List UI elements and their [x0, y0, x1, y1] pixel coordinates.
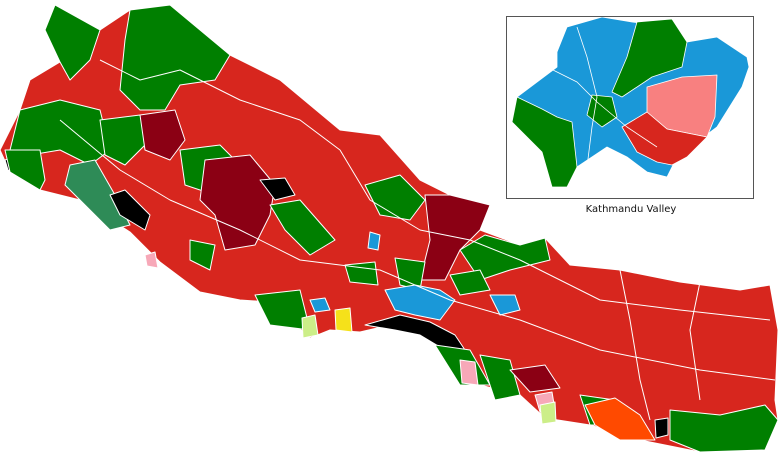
district-borders-4 [689, 281, 701, 401]
ktm-green-north [611, 18, 688, 98]
district-black-2 [109, 189, 151, 231]
ktm-green-center [586, 94, 618, 128]
ktm-borders-2 [576, 26, 598, 168]
district-darkred-2 [199, 154, 276, 251]
district-borders-2 [59, 119, 776, 381]
district-green-7 [449, 269, 491, 296]
kathmandu-valley-map [511, 16, 750, 188]
district-green-west2 [99, 114, 151, 166]
district-green-north2 [364, 174, 426, 221]
district-darkred-4 [509, 364, 561, 393]
district-darkred-1 [139, 109, 186, 161]
district-blue-3 [489, 294, 521, 316]
kathmandu-valley-inset [506, 16, 754, 199]
district-green-tarai-w2 [4, 149, 46, 191]
district-pink-2 [144, 251, 159, 269]
district-seagreen [64, 159, 131, 231]
ktm-green-west [511, 96, 578, 188]
district-green-mid2 [269, 199, 336, 256]
district-green-tarai-w [254, 289, 311, 331]
district-blue-2 [367, 231, 381, 251]
district-green-far-e [669, 404, 779, 453]
district-orange [584, 397, 656, 441]
district-borders [99, 59, 771, 321]
ktm-red [621, 111, 708, 166]
district-lightgreen-1 [301, 314, 319, 339]
district-green-north [119, 4, 231, 111]
district-black-3 [259, 177, 296, 201]
district-pink-1 [459, 359, 479, 386]
district-green-5 [344, 261, 379, 286]
district-green-tarai-c2 [479, 354, 521, 401]
district-black-5 [654, 417, 669, 439]
district-green-4 [189, 239, 216, 271]
inset-label: Kathmandu Valley [585, 204, 677, 215]
district-blue-4 [309, 297, 331, 313]
ktm-borders [546, 66, 658, 148]
district-lightgreen-2 [539, 401, 557, 425]
district-yellow [334, 307, 353, 333]
district-green-nw [44, 4, 101, 81]
district-green-east1 [459, 234, 551, 281]
district-blue-1 [384, 284, 456, 321]
district-borders-3 [619, 269, 651, 421]
